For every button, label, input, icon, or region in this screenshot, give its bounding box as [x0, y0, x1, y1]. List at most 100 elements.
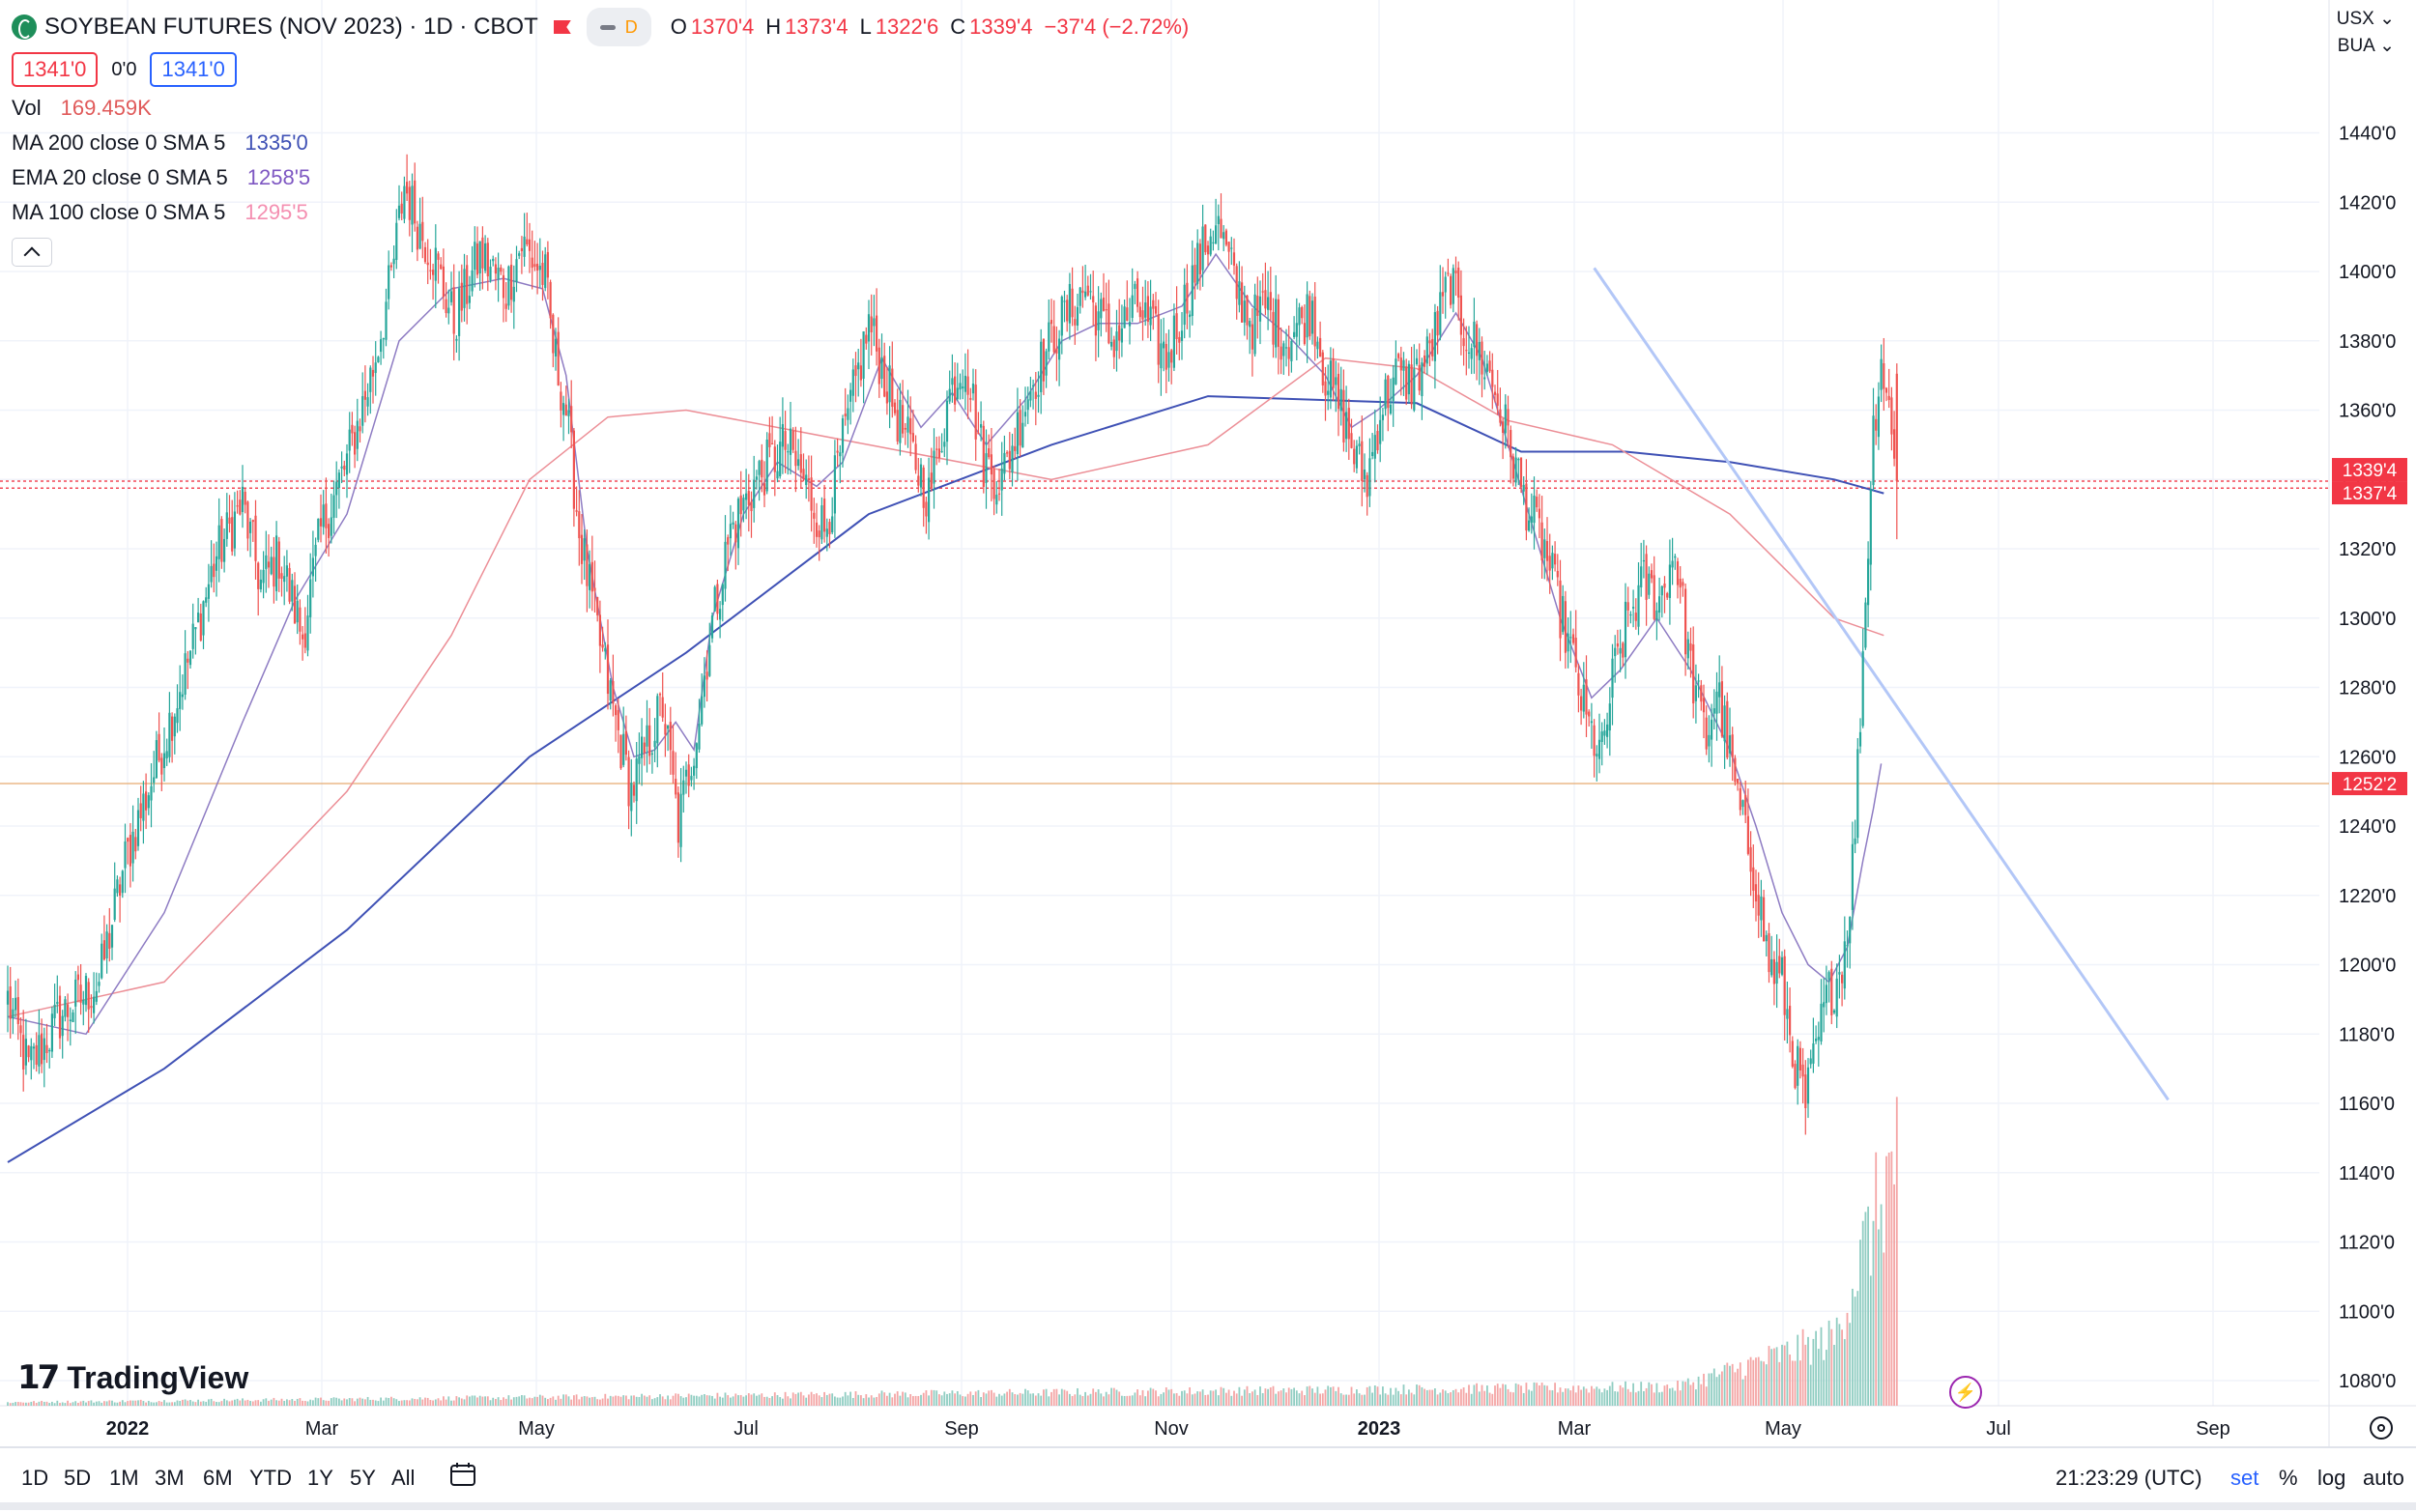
market-status-pill[interactable]: D	[586, 8, 651, 46]
candle	[1123, 306, 1126, 328]
flag-icon[interactable]	[553, 20, 571, 34]
volume-bar	[773, 1392, 776, 1406]
candle	[1585, 679, 1588, 715]
candle	[1588, 711, 1591, 717]
volume-bar	[734, 1393, 737, 1406]
x-tick-label: Mar	[1558, 1418, 1592, 1440]
volume-bar	[1711, 1373, 1712, 1406]
timeframe-1y[interactable]: 1Y	[307, 1466, 333, 1490]
volume-bar	[857, 1394, 860, 1406]
flash-icon[interactable]: ⚡	[1949, 1376, 1982, 1409]
candle	[1016, 412, 1019, 455]
volume-bar	[1261, 1393, 1264, 1406]
trend-line[interactable]	[1593, 267, 2170, 1101]
sell-button[interactable]: 1341'0	[12, 52, 99, 87]
price-chart[interactable]: 1080'01100'01120'01140'01160'01180'01200…	[0, 0, 2416, 1446]
utc-clock[interactable]: 21:23:29 (UTC)	[2056, 1466, 2202, 1490]
indicator-row[interactable]: MA 100 close 0 SMA 5 1295'5	[12, 195, 1200, 230]
indicator-row[interactable]: EMA 20 close 0 SMA 5 1258'5	[12, 160, 1200, 195]
ohlc-value: 1370'4	[690, 14, 755, 39]
volume-bar	[1812, 1338, 1815, 1406]
ohlc-values: O 1370'4 H 1373'4 L 1322'6 C 1339'4 −37'4 (−2.72…	[671, 10, 1200, 44]
timeframe-5y[interactable]: 5Y	[350, 1466, 376, 1490]
auto-toggle[interactable]: auto	[2363, 1466, 2404, 1490]
candle	[1559, 580, 1562, 639]
indicator-row[interactable]: MA 200 close 0 SMA 5 1335'0	[12, 126, 1200, 160]
volume-bar	[1069, 1393, 1071, 1406]
gear-icon[interactable]	[2370, 1416, 2393, 1440]
log-toggle[interactable]: log	[2317, 1466, 2346, 1490]
volume-bar	[1081, 1396, 1084, 1406]
timeframe-1m[interactable]: 1M	[109, 1466, 139, 1490]
y-tick-label: 1220'0	[2339, 886, 2396, 907]
volume-bar	[1442, 1389, 1444, 1406]
volume-bar	[492, 1397, 495, 1406]
candle	[962, 386, 964, 389]
price-axis[interactable]: 1080'01100'01120'01140'01160'01180'01200…	[2339, 124, 2396, 1393]
volume-bar	[322, 1400, 325, 1406]
currency-selector[interactable]: USX ⌄	[2336, 9, 2395, 29]
volume-bar	[1121, 1395, 1123, 1406]
candle	[1718, 682, 1721, 698]
volume-bar	[335, 1397, 338, 1406]
candle	[1227, 242, 1230, 252]
volume-bar	[711, 1395, 713, 1406]
candle	[815, 522, 819, 537]
volume-bar	[1640, 1382, 1643, 1406]
candle	[1141, 310, 1144, 320]
timeframe-5d[interactable]: 5D	[64, 1466, 92, 1490]
volume-bar	[268, 1400, 270, 1406]
volume-bar	[1697, 1376, 1700, 1406]
candle	[64, 999, 67, 1017]
buy-button[interactable]: 1341'0	[150, 52, 237, 87]
volume-bar	[182, 1399, 184, 1406]
indicator-row[interactable]: Vol 169.459K	[12, 91, 1200, 126]
candle	[1431, 338, 1434, 357]
candle	[275, 535, 278, 591]
candle	[1371, 451, 1374, 457]
volume-bar	[1347, 1394, 1350, 1406]
calendar-icon[interactable]	[449, 1462, 476, 1487]
symbol-title[interactable]: SOYBEAN FUTURES (NOV 2023) · 1D · CBOT	[44, 14, 538, 40]
volume-bar	[382, 1400, 385, 1406]
timeframe-1d[interactable]: 1D	[21, 1466, 49, 1490]
volume-bar	[972, 1394, 974, 1406]
volume-bar	[95, 1401, 98, 1406]
candle	[742, 498, 745, 511]
tradingview-logo[interactable]: 17 TradingView	[17, 1358, 248, 1397]
candle	[1731, 734, 1734, 757]
volume-bar	[904, 1392, 906, 1406]
percent-toggle[interactable]: %	[2279, 1466, 2298, 1490]
volume-bar	[1017, 1394, 1019, 1406]
candle	[492, 258, 495, 262]
volume-bar	[659, 1394, 661, 1406]
unit-selector[interactable]: BUA ⌄	[2337, 36, 2395, 56]
volume-bar	[1517, 1384, 1520, 1406]
session-toggle[interactable]: set	[2230, 1466, 2259, 1490]
timeframe-3m[interactable]: 3M	[155, 1466, 185, 1490]
timeframe-all[interactable]: All	[391, 1466, 416, 1490]
collapse-legend-button[interactable]	[12, 238, 52, 267]
volume-bar	[753, 1393, 756, 1406]
candle	[1614, 647, 1617, 657]
candle	[1327, 390, 1330, 395]
candle	[1530, 516, 1533, 524]
candle	[1310, 300, 1314, 334]
volume-bar	[763, 1396, 765, 1406]
volume-bar	[1301, 1390, 1304, 1406]
candle	[933, 450, 935, 484]
candle	[510, 265, 513, 300]
candle	[1671, 560, 1674, 568]
volume-bar	[1447, 1393, 1450, 1406]
candle	[911, 433, 914, 442]
timeframe-6m[interactable]: 6M	[203, 1466, 233, 1490]
candle	[131, 831, 134, 864]
volume-bar	[273, 1397, 275, 1406]
timeframe-ytd[interactable]: YTD	[249, 1466, 292, 1490]
candle	[1895, 373, 1898, 482]
candle	[1110, 341, 1113, 347]
time-axis[interactable]: 2022 Mar May Jul Sep Nov 2023 Mar May Jul Sep	[106, 1418, 2230, 1440]
volume-bar	[1747, 1359, 1749, 1406]
volume-bar	[1112, 1387, 1115, 1406]
volume-bar	[1536, 1383, 1539, 1406]
